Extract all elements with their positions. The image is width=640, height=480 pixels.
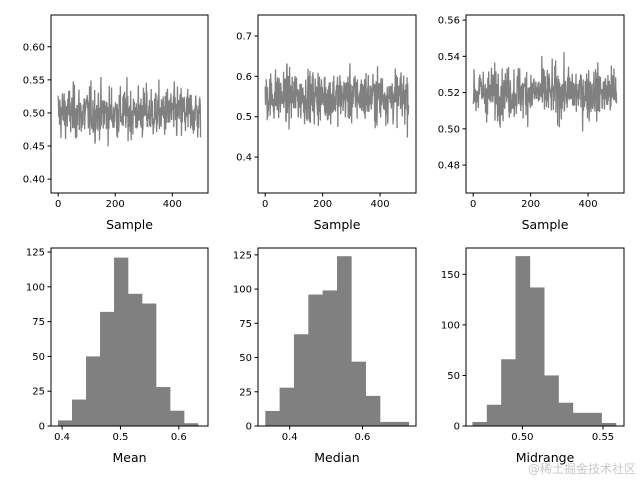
subplot-midrange-bar: 0.50 0.55 0 50 100 150 Midrange [441,247,625,465]
histogram-bar [170,410,185,426]
y-tick-label: 0.6 [236,72,252,83]
y-tick-label: 0.5 [236,112,252,123]
y-tick-label: 0.55 [23,75,45,86]
x-tick-label: 0.5 [113,432,129,443]
x-axis-label: Mean [112,450,146,465]
histogram-bar [501,359,516,426]
x-tick-label: 400 [163,199,182,210]
y-tick-label: 0 [454,422,460,433]
histogram-bar [184,423,199,426]
y-tick-label: 125 [233,250,252,261]
histogram-bar [572,412,588,426]
histogram-bar [114,257,129,426]
histogram-bar [86,356,101,426]
axes-frame [50,14,209,194]
x-tick-label: 200 [313,199,332,210]
x-tick-label: 200 [521,199,540,210]
series-line [57,77,202,147]
y-tick-label: 50 [32,352,45,363]
y-tick-label: 75 [239,319,252,330]
histogram-bar [142,303,157,426]
y-tick-label: 0 [246,422,252,433]
histogram-bar [265,410,280,426]
y-tick-label: 50 [239,353,252,364]
x-tick-label: 0.4 [282,432,298,443]
y-tick-label: 100 [233,285,252,296]
histogram-bar [486,404,502,426]
x-tick-label: 0.6 [171,432,187,443]
x-tick-label: 400 [371,199,390,210]
histogram-bar [308,294,323,426]
histogram-bar [587,412,602,426]
x-tick-label: 400 [579,199,598,210]
y-tick-label: 0.60 [23,42,45,53]
axes-frame [257,247,417,427]
x-axis-label: Midrange [516,450,575,465]
x-tick-label: 0.4 [54,432,70,443]
axes-frame [50,247,209,427]
histogram-bar [601,422,617,426]
subplot-median-bar: 0.4 0.6 0 25 50 75 100 125 Median [233,247,417,465]
x-tick-label: 200 [106,199,125,210]
x-axis-label: Sample [522,217,569,232]
series-line [264,63,410,138]
series-line [472,52,618,132]
histogram-bar [279,387,295,426]
y-tick-label: 50 [447,371,460,382]
x-axis-label: Median [314,450,359,465]
y-tick-label: 0.52 [438,88,460,99]
histogram-bar [337,256,352,426]
y-tick-label: 0.4 [236,153,252,164]
y-tick-label: 0.45 [23,142,45,153]
y-tick-label: 100 [26,282,45,293]
histogram-bar [72,399,87,426]
x-tick-label: 0.55 [592,432,614,443]
x-tick-label: 0 [262,199,268,210]
y-tick-label: 150 [441,270,460,281]
y-tick-label: 25 [239,387,252,398]
y-tick-label: 0.7 [236,31,252,42]
subplot-sample-line: 0 200 400 0.4 0.5 0.6 0.7 Sample [236,14,417,232]
histogram-bar [472,421,488,426]
x-tick-label: 0 [55,199,61,210]
y-tick-label: 125 [26,248,45,259]
y-tick-label: 0 [39,422,45,433]
subplot-sample-line: 0 200 400 0.40 0.45 0.50 0.55 0.60 Sample [23,14,209,232]
histogram-bar [365,395,381,426]
y-tick-label: 0.50 [23,108,45,119]
watermark: @稀土掘金技术社区 [528,461,636,476]
axes-frame [465,14,625,194]
histogram-bar [322,290,338,426]
histogram-bar [156,387,171,426]
axes-frame [465,247,625,427]
x-axis-label: Sample [106,217,153,232]
x-axis-label: Sample [314,217,361,232]
histogram-bar [58,420,73,426]
subplot-mean-bar: 0.4 0.5 0.6 0 25 50 75 100 125 Mean [26,247,209,465]
histogram-bar [100,311,115,426]
histogram-bar [351,361,366,426]
histogram-bar [544,375,559,426]
histogram-bar [380,421,395,426]
histogram-bar [293,334,309,426]
subplot-sample-line: 0 200 400 0.48 0.50 0.52 0.54 0.56 Sample [438,14,625,232]
y-tick-label: 0.56 [438,16,460,27]
y-tick-label: 0.40 [23,175,45,186]
histogram-bar [529,287,545,426]
x-tick-label: 0.6 [355,432,371,443]
x-tick-label: 0 [470,199,476,210]
histogram-bar [515,256,531,426]
y-tick-label: 75 [32,317,45,328]
x-tick-label: 0.50 [511,432,533,443]
histogram-bar [558,402,574,426]
y-tick-label: 0.54 [438,52,460,63]
y-tick-label: 0.50 [438,124,460,135]
axes-frame [257,14,417,194]
histogram-bar [394,421,410,426]
y-tick-label: 100 [441,320,460,331]
histogram-bar [128,293,143,426]
y-tick-label: 25 [32,387,45,398]
y-tick-label: 0.48 [438,161,460,172]
